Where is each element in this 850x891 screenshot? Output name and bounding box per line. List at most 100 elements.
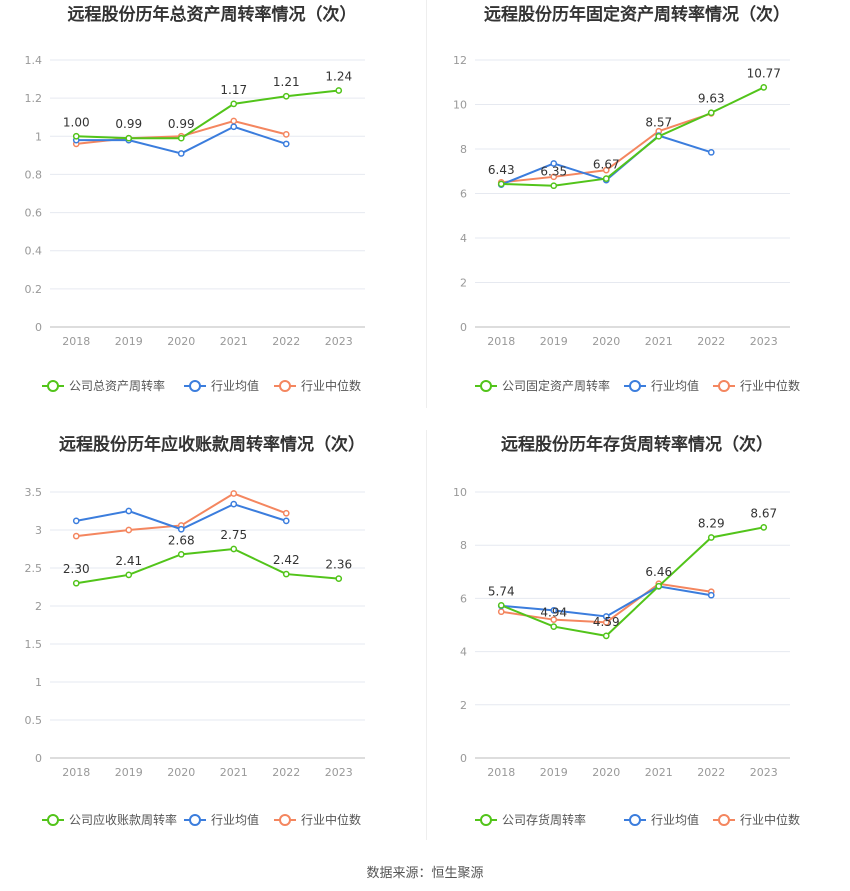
chart-total-asset-turnover: 远程股份历年总资产周转率情况（次） 0 0.2 0.4 0.6 0.8 1 1.2 1.4 201… (25, 4, 365, 393)
data-point (177, 525, 185, 533)
data-label: 2.36 (325, 558, 352, 572)
data-point (72, 532, 80, 540)
y-tick-label: 0.6 (25, 207, 43, 220)
y-tick-label: 0 (35, 321, 42, 334)
legend-label: 行业均值 (211, 378, 259, 393)
legend-label: 公司存货周转率 (502, 812, 586, 827)
data-point (497, 180, 505, 188)
chart-fixed-asset-turnover: 远程股份历年固定资产周转率情况（次） 0 2 4 6 8 10 12 2018 2019 2020 2… (453, 4, 800, 393)
data-label: 2.30 (63, 562, 90, 576)
x-tick-label: 2021 (220, 766, 248, 779)
y-tick-label: 2 (460, 277, 467, 290)
legend-marker (629, 380, 641, 392)
y-tick-label: 1.2 (25, 92, 43, 105)
y-tick-label: 0.5 (25, 714, 43, 727)
y-tick-label: 3.5 (25, 486, 43, 499)
legend-label: 行业均值 (651, 812, 699, 827)
chart-title: 远程股份历年总资产周转率情况（次） (68, 4, 357, 25)
legend-label: 行业中位数 (740, 812, 800, 827)
legend-marker (279, 814, 291, 826)
chart-receivables-turnover: 远程股份历年应收账款周转率情况（次） 0 0.5 1 1.5 2 2.5 3 3.5 2018 20… (25, 434, 365, 827)
x-tick-label: 2023 (325, 766, 353, 779)
chart-title: 远程股份历年存货周转率情况（次） (501, 434, 773, 455)
data-point (335, 87, 343, 94)
data-point (707, 109, 715, 117)
data-point (177, 550, 185, 558)
legend-label: 行业中位数 (301, 812, 361, 827)
panel-divider (426, 0, 427, 408)
x-tick-label: 2020 (592, 335, 620, 348)
data-label: 1.00 (63, 115, 90, 129)
y-tick-label: 0.2 (25, 283, 43, 296)
y-tick-label: 0 (35, 752, 42, 765)
y-tick-label: 2 (460, 699, 467, 712)
data-point (282, 92, 290, 100)
chart-panel-fixed-asset-turnover: 远程股份历年固定资产周转率情况（次） 0 2 4 6 8 10 12 2018 2019 2020 2… (425, 0, 850, 430)
y-tick-label: 1 (35, 676, 42, 689)
y-tick-label: 1.5 (25, 638, 43, 651)
legend-item: 行业均值 (184, 378, 259, 393)
legend-marker (480, 380, 492, 392)
data-label: 1.24 (325, 70, 352, 84)
y-tick-label: 8 (460, 143, 467, 156)
y-tick-label: 6 (460, 592, 467, 605)
y-tick-label: 0.4 (25, 245, 43, 258)
x-tick-label: 2023 (750, 335, 778, 348)
x-tick-label: 2019 (115, 766, 143, 779)
data-point (550, 623, 558, 630)
data-label: 6.46 (645, 565, 672, 579)
y-tick-label: 10 (453, 486, 467, 499)
x-tick-label: 2022 (272, 335, 300, 348)
data-point (177, 134, 185, 142)
y-tick-label: 2.5 (25, 562, 43, 575)
legend-label: 行业均值 (651, 378, 699, 393)
y-tick-label: 4 (460, 646, 467, 659)
data-point (230, 490, 238, 497)
x-tick-label: 2020 (167, 335, 195, 348)
y-tick-label: 8 (460, 539, 467, 552)
data-point (655, 132, 663, 140)
x-tick-label: 2021 (645, 335, 673, 348)
legend-item: 行业均值 (184, 812, 259, 827)
data-point (230, 100, 238, 108)
data-point (282, 570, 290, 578)
y-tick-label: 4 (460, 232, 467, 245)
y-tick-label: 10 (453, 99, 467, 112)
data-point (125, 526, 133, 534)
data-point (550, 173, 558, 181)
data-label: 1.21 (273, 75, 300, 89)
data-point (602, 632, 610, 640)
x-tick-label: 2019 (540, 766, 568, 779)
y-tick-label: 6 (460, 188, 467, 201)
data-source-note: 数据来源：恒生聚源 (366, 866, 484, 881)
x-tick-label: 2018 (62, 335, 90, 348)
data-point (282, 131, 290, 138)
series-line (500, 526, 764, 637)
legend-item: 公司应收账款周转率 (42, 812, 177, 827)
chart-title: 远程股份历年固定资产周转率情况（次） (484, 4, 790, 25)
data-point (72, 517, 80, 525)
data-label: 2.68 (168, 533, 195, 547)
legend-item: 行业中位数 (274, 812, 361, 827)
legend-item: 行业中位数 (274, 378, 361, 393)
legend-item: 公司总资产周转率 (42, 378, 165, 393)
data-label: 4.94 (540, 606, 567, 620)
data-point (550, 160, 558, 167)
data-point (497, 608, 505, 616)
legend-marker (47, 814, 59, 826)
data-point (125, 571, 133, 579)
data-point (497, 601, 505, 609)
data-label: 6.43 (488, 163, 515, 177)
data-point (707, 534, 715, 541)
data-label: 0.99 (115, 117, 142, 131)
data-label: 8.67 (750, 506, 777, 520)
data-label: 8.29 (698, 516, 725, 530)
data-point (707, 148, 715, 156)
data-point (230, 545, 238, 553)
data-label: 6.67 (593, 158, 620, 172)
chart-title: 远程股份历年应收账款周转率情况（次） (59, 434, 365, 455)
legend-marker (718, 380, 730, 392)
data-label: 4.59 (593, 615, 620, 629)
data-point (550, 607, 558, 614)
data-point (72, 579, 80, 587)
